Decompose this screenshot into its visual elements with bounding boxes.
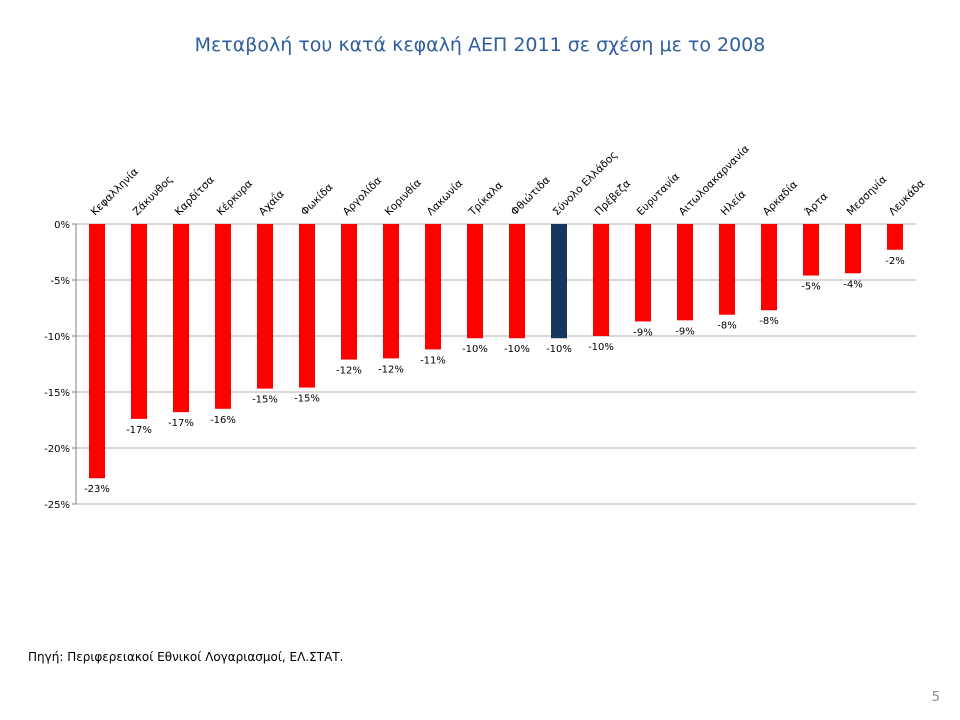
bar xyxy=(425,224,441,350)
bar xyxy=(509,224,525,339)
source-note: Πηγή: Περιφερειακοί Εθνικοί Λογαριασμοί,… xyxy=(28,650,344,664)
data-label: -10% xyxy=(504,344,530,355)
category-label: Ηλεία xyxy=(719,188,749,218)
data-label: -16% xyxy=(210,415,236,426)
y-tick-label: -10% xyxy=(44,332,70,343)
bar xyxy=(299,224,315,388)
category-label: Λευκάδα xyxy=(887,177,928,218)
bar xyxy=(677,224,693,321)
data-label: -12% xyxy=(378,364,404,375)
category-label: Λακωνία xyxy=(425,177,466,218)
bar xyxy=(593,224,609,336)
category-label: Άρτα xyxy=(803,190,831,218)
data-label: -15% xyxy=(252,395,278,406)
bar xyxy=(131,224,147,419)
bar xyxy=(383,224,399,359)
category-label: Αρκαδία xyxy=(761,179,801,219)
data-label: -9% xyxy=(675,326,694,337)
data-label: -17% xyxy=(126,425,152,436)
data-label: -5% xyxy=(801,282,820,293)
data-label: -10% xyxy=(588,342,614,353)
category-label: Φωκίδα xyxy=(299,181,336,218)
data-label: -10% xyxy=(462,344,488,355)
bar xyxy=(341,224,357,360)
category-label: Καρδίτσα xyxy=(173,174,217,218)
bar xyxy=(761,224,777,311)
data-label: -15% xyxy=(294,394,320,405)
y-axis: 0% -5% -10% -15% -20% -25% xyxy=(44,220,77,511)
category-label: Τρίκαλα xyxy=(466,179,506,219)
data-label: -8% xyxy=(717,321,736,332)
bar xyxy=(215,224,231,409)
bar xyxy=(551,224,567,339)
data-label: -11% xyxy=(420,355,446,366)
category-label: Αργολίδα xyxy=(341,175,385,219)
category-label: Ευρυτανία xyxy=(635,171,682,218)
data-label: -23% xyxy=(84,484,110,495)
category-label: Φθιώτιδα xyxy=(509,174,553,218)
category-label: Αχαΐα xyxy=(255,186,287,218)
bar xyxy=(89,224,105,479)
page-number: 5 xyxy=(931,690,940,705)
data-label: -2% xyxy=(885,256,904,267)
chart-title: Μεταβολή του κατά κεφαλή ΑΕΠ 2011 σε σχέ… xyxy=(194,34,766,56)
bar xyxy=(635,224,651,322)
y-tick-label: -20% xyxy=(44,444,70,455)
category-label: Αιτωλοακαρνανία xyxy=(677,143,752,218)
data-label: -17% xyxy=(168,418,194,429)
data-label: -9% xyxy=(633,327,652,338)
bar xyxy=(719,224,735,315)
data-label: -8% xyxy=(759,316,778,327)
y-tick-label: -5% xyxy=(51,276,70,287)
bar xyxy=(257,224,273,389)
y-tick-label: -25% xyxy=(44,500,70,511)
bar xyxy=(845,224,861,274)
data-label: -10% xyxy=(546,344,572,355)
category-label: Μεσσηνία xyxy=(845,173,890,218)
gridlines xyxy=(76,223,916,505)
bar xyxy=(467,224,483,339)
category-label: Κορινθία xyxy=(383,177,424,218)
data-labels: -23% -17% -17% -16% -15% -15% -12% -12% -11% -10%… xyxy=(84,256,905,495)
data-label: -12% xyxy=(336,366,362,377)
bar xyxy=(173,224,189,413)
bar xyxy=(887,224,903,250)
bar xyxy=(803,224,819,276)
category-label: Ζάκυνθος xyxy=(131,173,176,218)
category-label: Κέρκυρα xyxy=(215,178,255,218)
y-tick-label: 0% xyxy=(54,220,70,231)
y-tick-label: -15% xyxy=(44,388,70,399)
bars xyxy=(89,224,903,479)
category-label: Πρέβεζα xyxy=(593,178,634,219)
data-label: -4% xyxy=(843,279,862,290)
